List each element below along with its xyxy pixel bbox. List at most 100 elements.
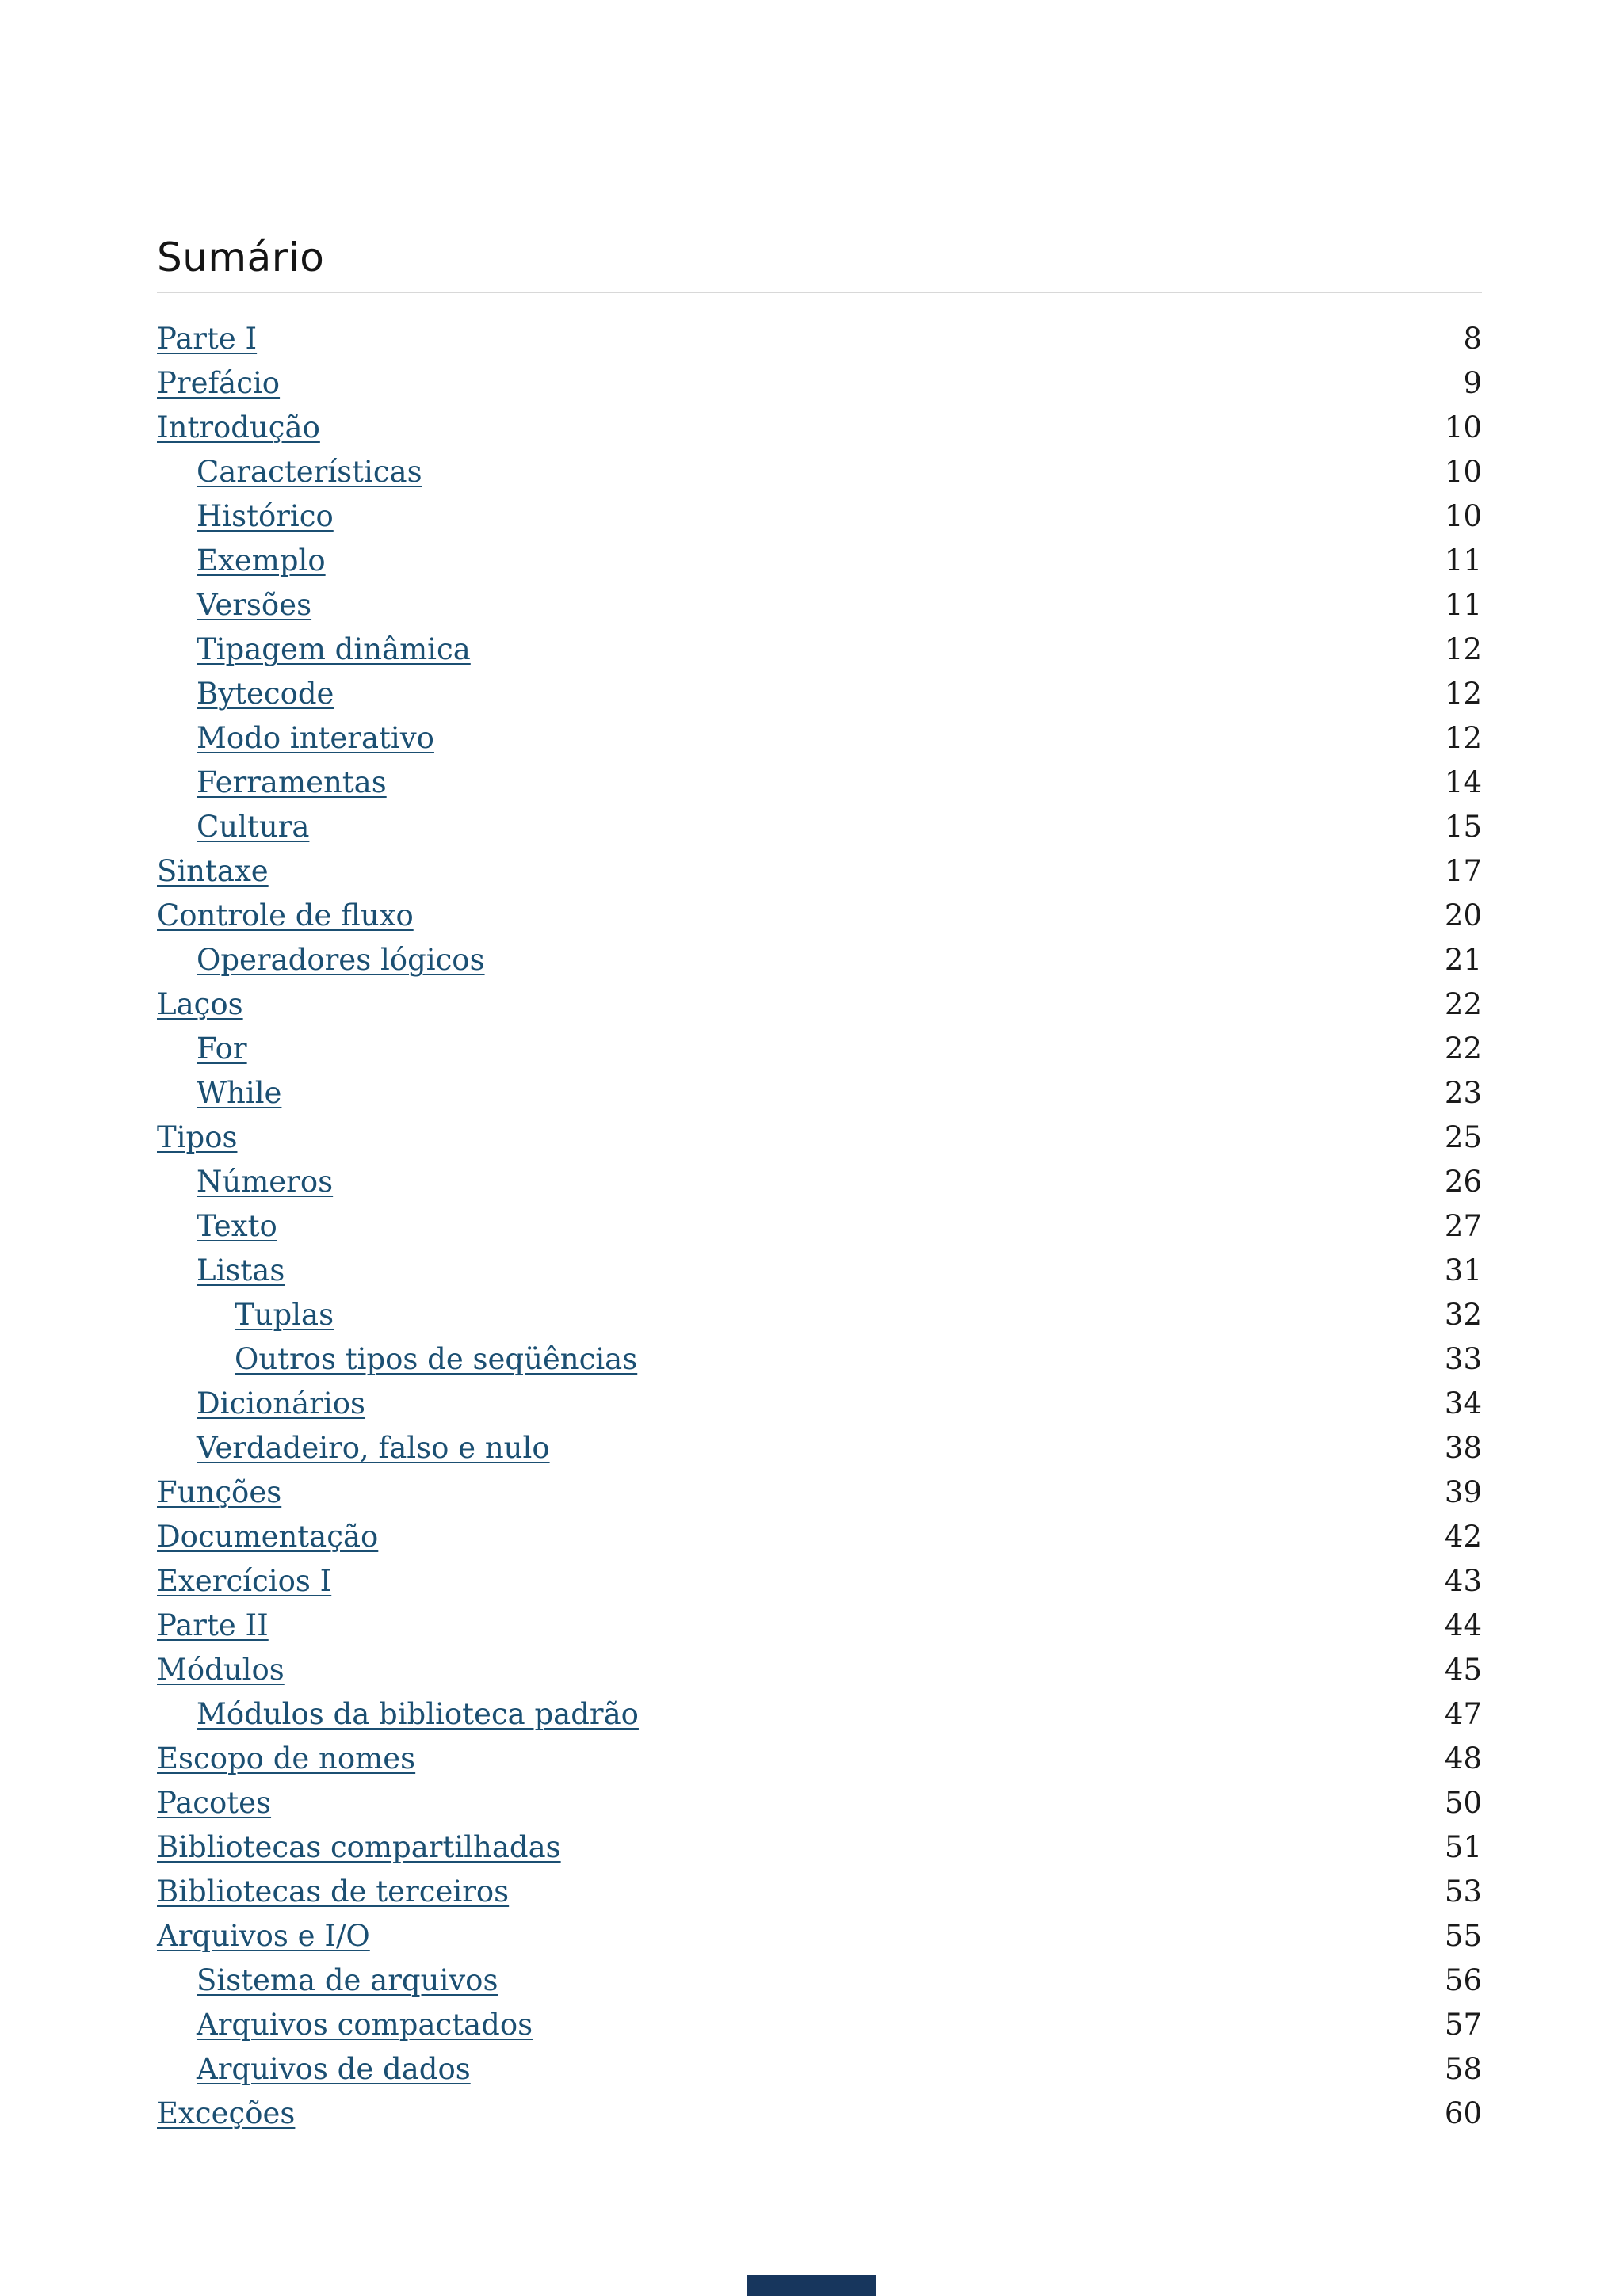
toc-link[interactable]: Arquivos e I/O bbox=[157, 1919, 370, 1953]
toc-link[interactable]: Exercícios I bbox=[157, 1564, 332, 1598]
toc-link[interactable]: Dicionários bbox=[197, 1386, 366, 1421]
toc-page-number: 55 bbox=[1444, 1919, 1482, 1953]
toc-link[interactable]: Tipagem dinâmica bbox=[197, 632, 471, 666]
toc-link[interactable]: Outros tipos de seqüências bbox=[235, 1342, 638, 1376]
toc-link[interactable]: Histórico bbox=[197, 499, 334, 533]
toc-entry: Tuplas 32 bbox=[157, 1293, 1482, 1337]
toc-page-number: 50 bbox=[1444, 1786, 1482, 1820]
toc-link[interactable]: Cultura bbox=[197, 810, 310, 844]
toc-link[interactable]: Versões bbox=[197, 588, 312, 622]
toc-link[interactable]: Exemplo bbox=[197, 543, 326, 578]
toc-entry: While 23 bbox=[157, 1071, 1482, 1116]
toc-link[interactable]: Prefácio bbox=[157, 366, 281, 400]
toc-entry: Prefácio 9 bbox=[157, 361, 1482, 406]
toc-link[interactable]: Tipos bbox=[157, 1120, 238, 1154]
toc-entry: Exercícios I 43 bbox=[157, 1559, 1482, 1604]
toc-entry: Outros tipos de seqüências 33 bbox=[157, 1337, 1482, 1382]
toc-entry: Controle de fluxo 20 bbox=[157, 894, 1482, 938]
toc-entry: For 22 bbox=[157, 1027, 1482, 1071]
toc-page-number: 38 bbox=[1444, 1431, 1482, 1465]
page-title: Sumário bbox=[157, 235, 325, 280]
toc-link[interactable]: Módulos da biblioteca padrão bbox=[197, 1697, 639, 1731]
toc-page-number: 45 bbox=[1444, 1653, 1482, 1687]
toc-entry: Documentação 42 bbox=[157, 1515, 1482, 1559]
toc-list: Parte I 8 Prefácio 9 Introdução 10 Característ… bbox=[157, 317, 1482, 2136]
toc-page-number: 10 bbox=[1444, 410, 1482, 444]
toc-entry: Ferramentas 14 bbox=[157, 761, 1482, 805]
toc-entry: Escopo de nomes 48 bbox=[157, 1737, 1482, 1781]
title-divider bbox=[157, 292, 1482, 293]
toc-page-number: 44 bbox=[1444, 1608, 1482, 1642]
toc-link[interactable]: Texto bbox=[197, 1209, 277, 1243]
toc-link[interactable]: Listas bbox=[197, 1253, 285, 1287]
toc-link[interactable]: Modo interativo bbox=[197, 721, 434, 755]
toc-link[interactable]: Verdadeiro, falso e nulo bbox=[197, 1431, 550, 1465]
toc-page-number: 26 bbox=[1444, 1165, 1482, 1199]
toc-entry: Exemplo 11 bbox=[157, 539, 1482, 583]
toc-content: Sumário Parte I 8 Prefácio 9 Introdução 10 Car… bbox=[157, 235, 1482, 2136]
toc-page-number: 27 bbox=[1444, 1209, 1482, 1243]
toc-page-number: 10 bbox=[1444, 455, 1482, 489]
toc-page-number: 23 bbox=[1444, 1076, 1482, 1110]
toc-link[interactable]: Documentação bbox=[157, 1520, 379, 1554]
toc-link[interactable]: Pacotes bbox=[157, 1786, 272, 1820]
toc-page-number: 58 bbox=[1444, 2052, 1482, 2086]
toc-entry: Arquivos de dados 58 bbox=[157, 2047, 1482, 2092]
toc-entry: Módulos 45 bbox=[157, 1648, 1482, 1692]
toc-entry: Introdução 10 bbox=[157, 406, 1482, 450]
toc-page-number: 57 bbox=[1444, 2008, 1482, 2042]
toc-link[interactable]: Sintaxe bbox=[157, 854, 269, 888]
toc-entry: Tipos 25 bbox=[157, 1116, 1482, 1160]
toc-link[interactable]: Operadores lógicos bbox=[197, 943, 485, 977]
toc-page-number: 9 bbox=[1463, 366, 1482, 400]
toc-link[interactable]: Ferramentas bbox=[197, 765, 387, 799]
toc-page-number: 39 bbox=[1444, 1475, 1482, 1509]
toc-link[interactable]: Bibliotecas de terceiros bbox=[157, 1875, 510, 1909]
toc-page-number: 34 bbox=[1444, 1386, 1482, 1421]
toc-link[interactable]: Exceções bbox=[157, 2096, 296, 2130]
toc-link[interactable]: Características bbox=[197, 455, 422, 489]
toc-page-number: 22 bbox=[1444, 987, 1482, 1021]
toc-page-number: 8 bbox=[1463, 322, 1482, 356]
toc-entry: Sintaxe 17 bbox=[157, 849, 1482, 894]
toc-entry: Pacotes 50 bbox=[157, 1781, 1482, 1825]
toc-page-number: 32 bbox=[1444, 1298, 1482, 1332]
toc-link[interactable]: Números bbox=[197, 1165, 334, 1199]
toc-link[interactable]: Escopo de nomes bbox=[157, 1741, 416, 1775]
toc-link[interactable]: Controle de fluxo bbox=[157, 898, 414, 933]
toc-link[interactable]: Arquivos de dados bbox=[197, 2052, 471, 2086]
toc-link[interactable]: Funções bbox=[157, 1475, 282, 1509]
toc-entry: Parte II 44 bbox=[157, 1604, 1482, 1648]
toc-page-number: 20 bbox=[1444, 898, 1482, 933]
toc-link[interactable]: Parte I bbox=[157, 322, 258, 356]
toc-page-number: 14 bbox=[1444, 765, 1482, 799]
toc-link[interactable]: Sistema de arquivos bbox=[197, 1963, 498, 1997]
toc-link[interactable]: Tuplas bbox=[235, 1298, 334, 1332]
toc-link[interactable]: Laços bbox=[157, 987, 243, 1021]
toc-link[interactable]: For bbox=[197, 1032, 247, 1066]
toc-entry: Operadores lógicos 21 bbox=[157, 938, 1482, 982]
toc-page-number: 48 bbox=[1444, 1741, 1482, 1775]
toc-entry: Números 26 bbox=[157, 1160, 1482, 1204]
toc-link[interactable]: Módulos bbox=[157, 1653, 285, 1687]
toc-link[interactable]: Bytecode bbox=[197, 677, 334, 711]
toc-entry: Sistema de arquivos 56 bbox=[157, 1958, 1482, 2003]
toc-entry: Características 10 bbox=[157, 450, 1482, 494]
toc-page-number: 17 bbox=[1444, 854, 1482, 888]
toc-page-number: 33 bbox=[1444, 1342, 1482, 1376]
toc-link[interactable]: Parte II bbox=[157, 1608, 269, 1642]
toc-entry: Módulos da biblioteca padrão 47 bbox=[157, 1692, 1482, 1737]
toc-link[interactable]: While bbox=[197, 1076, 282, 1110]
toc-entry: Laços 22 bbox=[157, 982, 1482, 1027]
toc-link[interactable]: Introdução bbox=[157, 410, 320, 444]
toc-link[interactable]: Bibliotecas compartilhadas bbox=[157, 1830, 561, 1864]
toc-page-number: 47 bbox=[1444, 1697, 1482, 1731]
toc-entry: Arquivos compactados 57 bbox=[157, 2003, 1482, 2047]
toc-entry: Verdadeiro, falso e nulo 38 bbox=[157, 1426, 1482, 1470]
toc-link[interactable]: Arquivos compactados bbox=[197, 2008, 533, 2042]
toc-entry: Modo interativo 12 bbox=[157, 716, 1482, 761]
toc-entry: Listas 31 bbox=[157, 1249, 1482, 1293]
toc-entry: Parte I 8 bbox=[157, 317, 1482, 361]
toc-page-number: 22 bbox=[1444, 1032, 1482, 1066]
